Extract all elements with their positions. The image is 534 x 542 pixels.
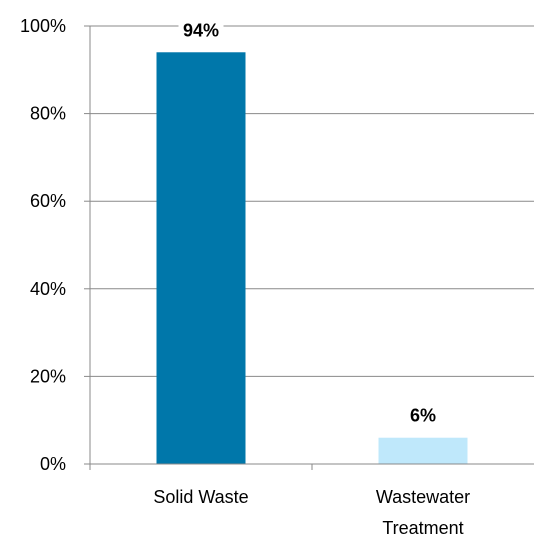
x-category-labels: Solid Waste Wastewater Treatment — [153, 487, 470, 538]
x-category-label-1-line-1: Treatment — [382, 518, 463, 538]
y-tick-label-60: 60% — [30, 191, 66, 211]
y-tick-label-40: 40% — [30, 279, 66, 299]
axes — [84, 25, 534, 470]
data-label-bg-0 — [178, 19, 224, 42]
data-label-0: 94% — [183, 20, 219, 40]
x-category-label-0-line-0: Solid Waste — [153, 487, 248, 507]
y-tick-label-20: 20% — [30, 366, 66, 386]
data-label-bg-1 — [406, 404, 440, 427]
data-label-1: 6% — [410, 406, 436, 426]
y-tick-label-0: 0% — [40, 454, 66, 474]
y-tick-labels: 0% 20% 40% 60% 80% 100% — [20, 16, 66, 474]
bar-0 — [156, 52, 246, 464]
bar-1 — [378, 437, 468, 464]
x-category-label-1-line-0: Wastewater — [376, 487, 470, 507]
data-labels: 94% 6% — [178, 19, 440, 427]
bars — [156, 52, 468, 464]
y-tick-label-100: 100% — [20, 16, 66, 36]
y-tick-label-80: 80% — [30, 104, 66, 124]
